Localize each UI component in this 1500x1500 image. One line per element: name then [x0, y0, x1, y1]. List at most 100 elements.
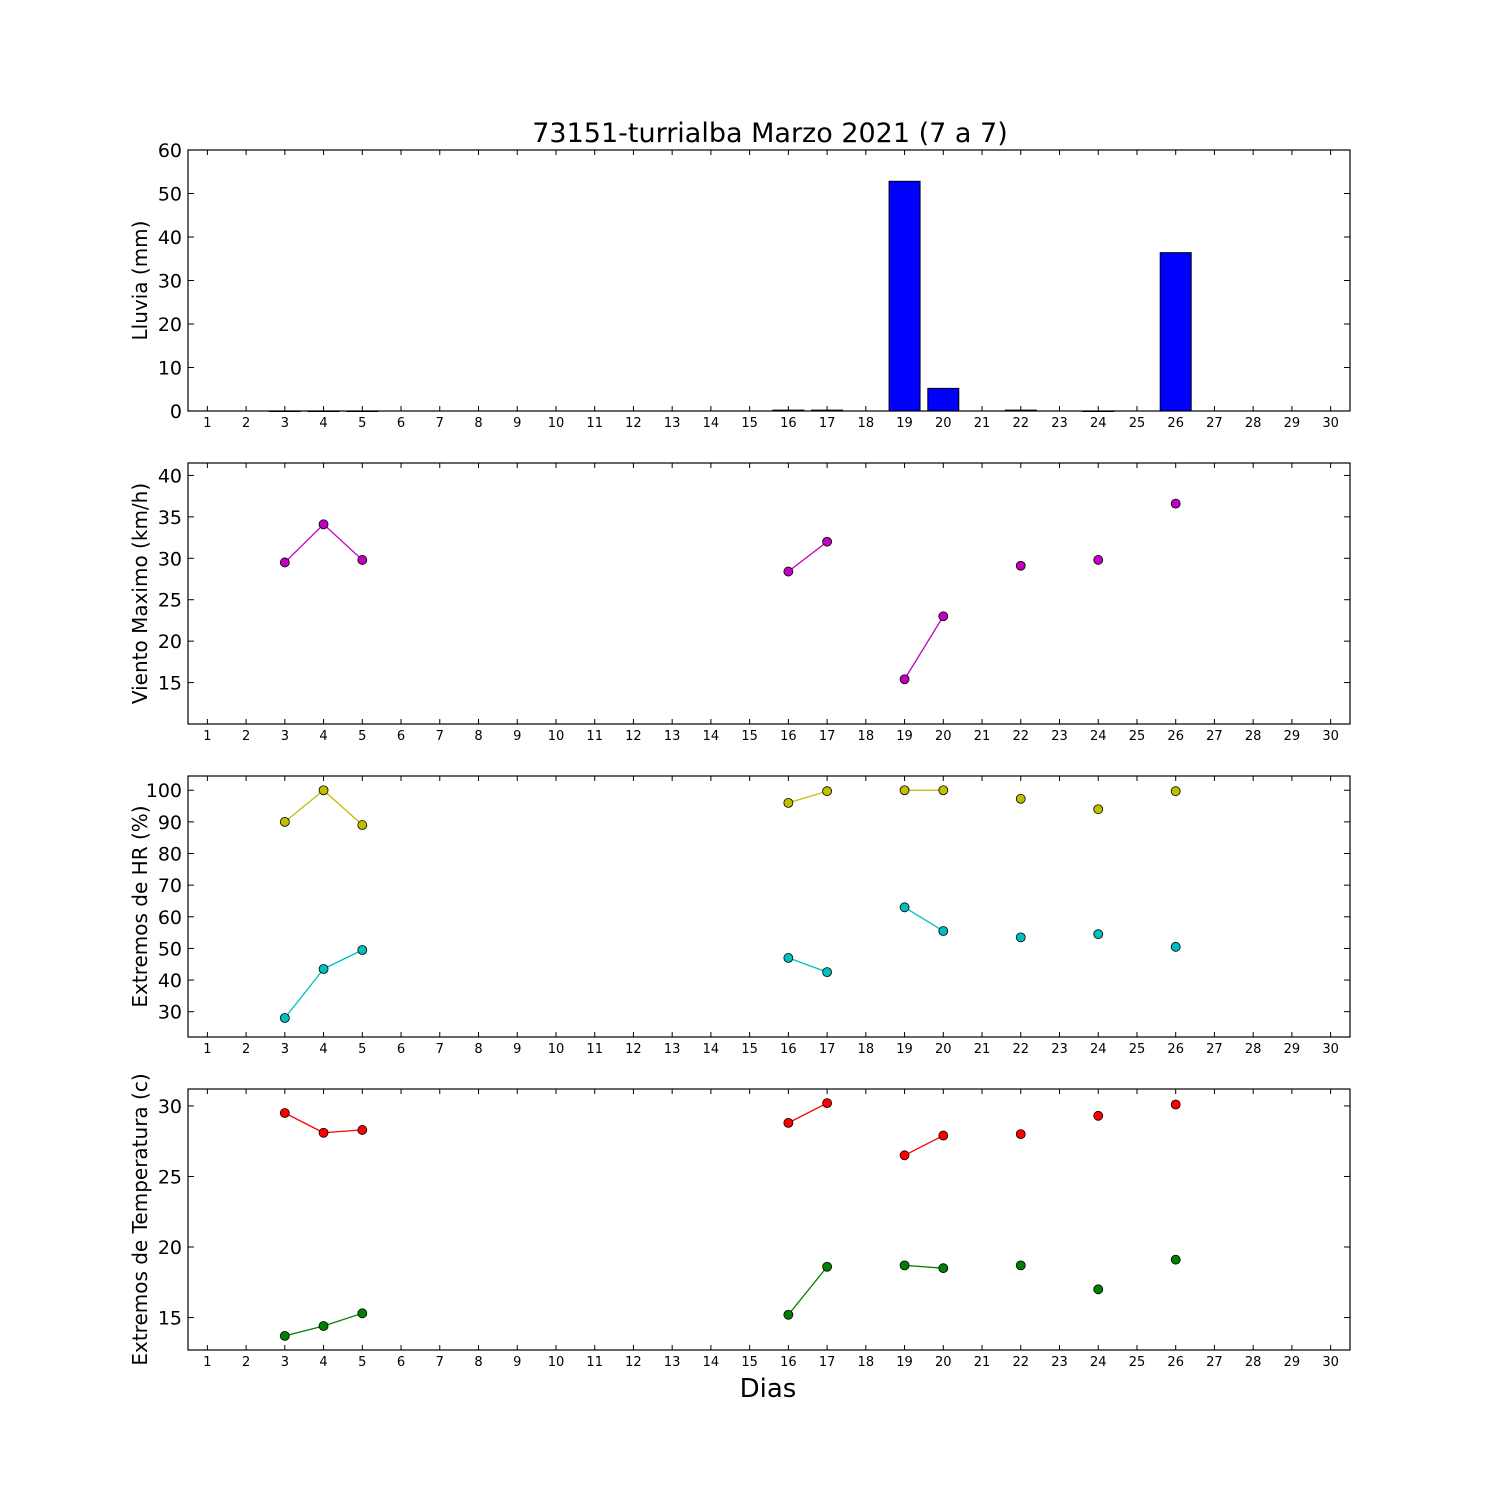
- rain-x-tick-label: 29: [1284, 416, 1301, 431]
- temperature-series-0-point: [357, 1125, 368, 1135]
- humidity-series-1-segment: [284, 968, 325, 1019]
- temperature-panel: 1 2 3 4 5 6 7 8 9 10 11 12 13 14 15 16 17 18 19 20 21 22 23 24 2…: [128, 1073, 1351, 1370]
- temperature-x-tick-label: 30: [1322, 1355, 1339, 1370]
- wind-series-0-point: [1170, 498, 1181, 509]
- wind-x-tick-label: 24: [1090, 729, 1107, 744]
- humidity-series-0-point: [357, 820, 368, 830]
- temperature-series-1-point: [822, 1261, 832, 1272]
- rain-panel: 1 2 3 4 5 6 7 8 9 10 11 12 13 14 15 16 17 18 19 20 21 22 23 24 2…: [128, 140, 1351, 431]
- wind-x-tick-label: 22: [1012, 729, 1029, 744]
- wind-y-tick-label: 20: [158, 631, 182, 653]
- wind-series-0-point: [938, 611, 949, 622]
- temperature-y-tick-label: 15: [158, 1308, 182, 1330]
- rain-y-tick-label: 0: [170, 401, 182, 423]
- temperature-series-1-point: [783, 1309, 794, 1320]
- temperature-x-tick-label: 24: [1090, 1355, 1107, 1370]
- humidity-series-1-segment: [788, 957, 828, 973]
- temperature-series-1-point: [899, 1260, 910, 1271]
- x-axis-label: Dias: [740, 1374, 797, 1404]
- wind-x-tick-label: 15: [741, 729, 758, 744]
- humidity-y-tick-label: 90: [158, 812, 182, 834]
- temperature-series-0-point: [1170, 1099, 1181, 1110]
- wind-x-tick-label: 7: [436, 729, 444, 744]
- humidity-series-0-point: [1093, 804, 1104, 815]
- humidity-series-1-point: [822, 967, 832, 978]
- rain-x-tick-label: 8: [474, 416, 482, 431]
- humidity-x-tick-label: 23: [1051, 1042, 1068, 1057]
- rain-bar: [888, 180, 921, 412]
- humidity-series-0-point: [822, 786, 832, 797]
- wind-x-tick-label: 16: [780, 729, 797, 744]
- rain-y-tick-label: 20: [158, 314, 182, 336]
- rain-y-tick-label: 60: [158, 140, 182, 162]
- humidity-panel: 1 2 3 4 5 6 7 8 9 10 11 12 13 14 15 16 17 18 19 20 21 22 23 24 2…: [128, 775, 1351, 1057]
- humidity-x-tick-label: 16: [780, 1042, 797, 1057]
- humidity-series-0-point: [1170, 786, 1181, 797]
- humidity-x-tick-label: 14: [703, 1042, 720, 1057]
- wind-series-0-segment: [323, 523, 363, 561]
- humidity-x-tick-label: 11: [586, 1042, 603, 1057]
- wind-x-tick-label: 11: [586, 729, 603, 744]
- subplots: 1 2 3 4 5 6 7 8 9 10 11 12 13 14 15 16 17 18 19 20 21 22 23 24 2…: [128, 140, 1351, 1370]
- wind-x-tick-label: 13: [664, 729, 681, 744]
- temperature-x-tick-label: 15: [741, 1355, 758, 1370]
- humidity-y-tick-label: 40: [158, 970, 182, 992]
- humidity-y-tick-label: 70: [158, 875, 182, 897]
- wind-series-0-point: [783, 566, 794, 577]
- wind-y-tick-label: 15: [158, 673, 182, 695]
- humidity-y-tick-label: 60: [158, 907, 182, 929]
- humidity-y-tick-label: 100: [146, 780, 182, 802]
- temperature-x-tick-label: 22: [1012, 1355, 1029, 1370]
- temperature-series-1-point: [318, 1321, 329, 1331]
- temperature-y-tick-label: 30: [158, 1096, 182, 1118]
- wind-x-tick-label: 10: [548, 729, 565, 744]
- wind-x-tick-label: 14: [703, 729, 720, 744]
- humidity-x-tick-label: 20: [935, 1042, 952, 1057]
- temperature-x-tick-label: 8: [474, 1355, 482, 1370]
- humidity-x-tick-label: 25: [1129, 1042, 1146, 1057]
- humidity-y-tick-label: 30: [158, 1002, 182, 1024]
- rain-x-tick-label: 7: [436, 416, 444, 431]
- rain-x-tick-label: 16: [780, 416, 797, 431]
- rain-x-tick-label: 21: [974, 416, 991, 431]
- humidity-plot-frame: [187, 775, 1351, 1038]
- humidity-series-1-point: [318, 964, 329, 974]
- temperature-x-tick-label: 12: [625, 1355, 642, 1370]
- humidity-series-1-point: [357, 945, 368, 955]
- humidity-y-tick-label: 50: [158, 938, 182, 960]
- wind-series-0-point: [1093, 555, 1104, 565]
- humidity-series-0-segment: [284, 789, 324, 823]
- humidity-series-1-point: [1015, 932, 1026, 943]
- temperature-y-tick-label: 20: [158, 1237, 182, 1259]
- wind-series-0-point: [822, 536, 832, 547]
- humidity-series-0-point: [783, 797, 794, 808]
- wind-x-tick-label: 6: [397, 729, 405, 744]
- wind-x-tick-label: 27: [1206, 729, 1223, 744]
- wind-series-0-point: [1015, 560, 1026, 571]
- humidity-x-tick-label: 1: [203, 1042, 211, 1057]
- wind-x-tick-label: 12: [625, 729, 642, 744]
- rain-bar: [927, 387, 960, 412]
- rain-x-tick-label: 24: [1090, 416, 1107, 431]
- rain-y-tick-label: 30: [158, 271, 182, 293]
- temperature-series-1-segment: [284, 1325, 324, 1337]
- humidity-series-1-segment: [904, 906, 944, 932]
- rain-y-tick-label: 40: [158, 227, 182, 249]
- humidity-series-0-segment: [323, 789, 363, 826]
- rain-x-tick-label: 13: [664, 416, 681, 431]
- wind-y-tick-label: 35: [158, 507, 182, 529]
- humidity-series-1-point: [899, 902, 910, 913]
- temperature-y-tick-label: 25: [158, 1166, 182, 1188]
- wind-series-0-point: [318, 519, 329, 530]
- humidity-x-tick-label: 7: [436, 1042, 444, 1057]
- wind-x-tick-label: 18: [858, 729, 875, 744]
- humidity-x-tick-label: 17: [819, 1042, 836, 1057]
- wind-x-tick-label: 5: [358, 729, 366, 744]
- humidity-series-0-point: [938, 785, 949, 796]
- wind-x-tick-label: 20: [935, 729, 952, 744]
- rain-x-tick-label: 19: [896, 416, 913, 431]
- humidity-x-tick-label: 19: [896, 1042, 913, 1057]
- temperature-series-1-point: [938, 1263, 949, 1274]
- temperature-series-0-segment: [284, 1112, 324, 1134]
- humidity-x-tick-label: 13: [664, 1042, 681, 1057]
